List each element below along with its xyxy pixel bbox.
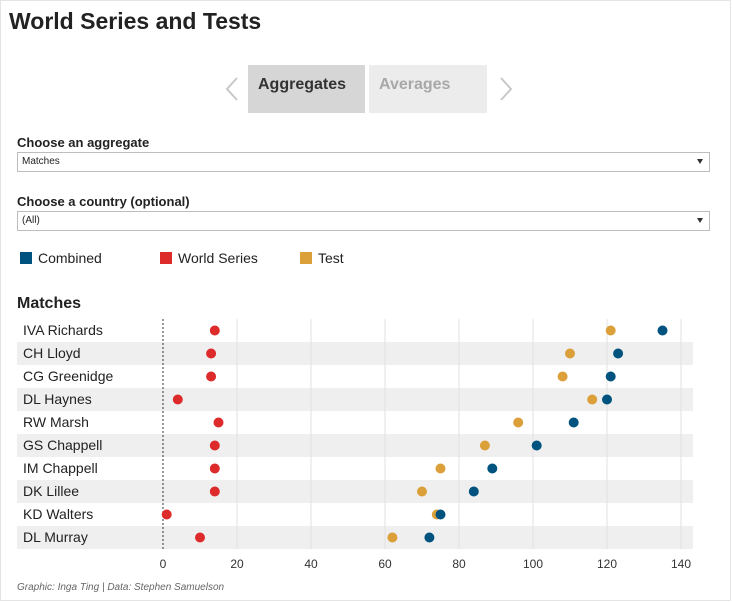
dot-test	[479, 440, 490, 451]
credit-footer: Graphic: Inga Ting | Data: Stephen Samue…	[17, 582, 225, 593]
legend-item-test: Test	[300, 250, 344, 266]
dot-test	[557, 371, 568, 382]
dot-combined	[613, 348, 624, 359]
dot-combined	[424, 532, 435, 543]
dot-world-series	[209, 325, 220, 336]
dot-world-series	[209, 463, 220, 474]
dot-world-series	[206, 348, 217, 359]
row-label: IVA Richards	[23, 322, 103, 338]
dot-world-series	[209, 440, 220, 451]
row-label: IM Chappell	[23, 460, 98, 476]
row-band	[17, 480, 693, 503]
row-band	[17, 434, 693, 457]
dot-combined	[435, 509, 446, 520]
x-tick-label: 60	[378, 557, 392, 571]
legend-label: Combined	[38, 250, 102, 266]
legend-item-world-series: World Series	[160, 250, 258, 266]
dropdown-arrow-icon	[697, 218, 703, 223]
legend-swatch-world-series	[160, 252, 172, 264]
aggregate-select[interactable]: Matches	[17, 152, 710, 172]
row-label: CG Greenidge	[23, 368, 113, 384]
tab-aggregates[interactable]: Aggregates	[248, 65, 365, 113]
row-label: DK Lillee	[23, 483, 79, 499]
chart-title: Matches	[17, 295, 82, 312]
legend-item-combined: Combined	[20, 250, 102, 266]
dot-test	[605, 325, 616, 336]
legend-swatch-combined	[20, 252, 32, 264]
dot-test	[417, 486, 427, 497]
page-title: World Series and Tests	[9, 8, 262, 34]
dot-test	[387, 532, 398, 543]
dot-world-series	[172, 394, 183, 405]
country-label: Choose a country (optional)	[17, 194, 190, 209]
dot-test	[435, 463, 446, 474]
dropdown-arrow-icon	[697, 159, 703, 164]
x-tick-label: 80	[452, 557, 466, 571]
x-tick-label: 0	[160, 557, 167, 571]
chevron-right-icon[interactable]	[494, 74, 516, 104]
row-label: GS Chappell	[23, 437, 102, 453]
dot-combined	[602, 394, 612, 405]
row-label: RW Marsh	[23, 414, 89, 430]
dot-combined	[531, 440, 542, 451]
dot-world-series	[213, 417, 224, 428]
aggregate-label: Choose an aggregate	[17, 135, 150, 150]
x-tick-label: 120	[597, 557, 617, 571]
legend-swatch-test	[300, 252, 312, 264]
row-band	[17, 526, 693, 549]
dot-test	[565, 348, 575, 359]
x-tick-label: 40	[304, 557, 318, 571]
legend-label: Test	[318, 250, 344, 266]
dot-combined	[487, 463, 498, 474]
chevron-left-icon[interactable]	[222, 74, 244, 104]
dot-combined	[468, 486, 479, 497]
dot-combined	[605, 371, 616, 382]
dot-test	[513, 417, 524, 428]
dot-world-series	[206, 371, 217, 382]
dot-test	[587, 394, 598, 405]
row-band	[17, 388, 693, 411]
dot-world-series	[161, 509, 172, 520]
dot-combined	[657, 325, 668, 336]
dot-world-series	[195, 532, 205, 543]
country-select[interactable]: (All)	[17, 211, 710, 231]
country-select-value: (All)	[22, 215, 40, 226]
x-tick-label: 20	[230, 557, 244, 571]
tab-averages[interactable]: Averages	[369, 65, 487, 113]
aggregate-select-value: Matches	[22, 156, 60, 167]
dot-combined	[568, 417, 579, 428]
legend-label: World Series	[178, 250, 258, 266]
row-band	[17, 342, 693, 365]
row-label: CH Lloyd	[23, 345, 81, 361]
x-tick-label: 100	[523, 557, 543, 571]
row-label: DL Haynes	[23, 391, 92, 407]
row-label: DL Murray	[23, 529, 88, 545]
x-tick-label: 140	[671, 557, 691, 571]
dot-world-series	[209, 486, 220, 497]
row-label: KD Walters	[23, 506, 93, 522]
